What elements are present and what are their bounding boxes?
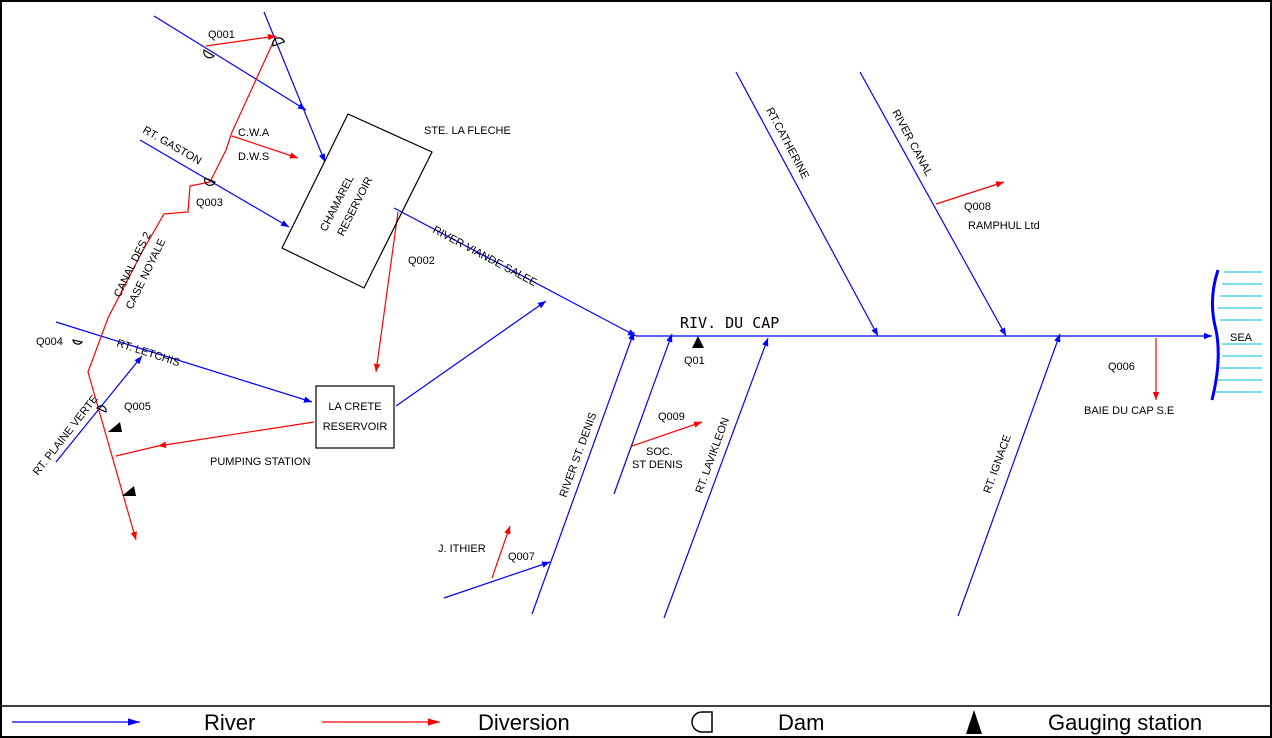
- label-q008: Q008: [964, 201, 991, 213]
- river-ignace: [957, 333, 1061, 617]
- label-q001: Q001: [208, 29, 235, 41]
- label-q004: Q004: [36, 336, 63, 348]
- label-q007: Q007: [508, 551, 535, 563]
- label-lavikleon: RT. LAVIKLEON: [694, 416, 733, 495]
- label-ignace: RT. IGNACE: [982, 433, 1014, 495]
- label-ramphul: RAMPHUL Ltd: [968, 220, 1040, 232]
- gauging-station-icon: [692, 336, 704, 348]
- dam-icon: [204, 177, 216, 186]
- legend-gauging-label: Gauging station: [1048, 710, 1202, 735]
- label-st-denis: ST DENIS: [632, 459, 683, 471]
- gauging-station-icon: [966, 710, 982, 734]
- label-q01: Q01: [684, 355, 705, 367]
- river-upper-inflow-2: [263, 11, 326, 163]
- sea-hatching: [1216, 271, 1262, 393]
- river-viande-salee: [393, 207, 637, 337]
- legend: River Diversion Dam Gauging station: [2, 705, 1270, 735]
- diversion-pumping-tail: [115, 445, 159, 457]
- diversion-q007: [491, 525, 511, 579]
- legend-dam-label: Dam: [778, 710, 824, 735]
- label-letchis: RT. LETCHIS: [115, 337, 181, 369]
- diversion-q001: [205, 33, 277, 47]
- label-pumping-station: PUMPING STATION: [210, 456, 310, 468]
- diversion-cwa-dws: [231, 135, 299, 159]
- dam-icon: [96, 405, 107, 413]
- river-labels: RT. GASTON RIVER VIANDE SALEE RT. LETCHI…: [31, 106, 1014, 499]
- diversions: [87, 33, 1160, 579]
- dam-icon: [72, 339, 84, 345]
- diversion-q009: [631, 421, 703, 447]
- label-q009: Q009: [658, 411, 685, 423]
- coastline: [1210, 269, 1220, 401]
- dam-icon: [691, 711, 713, 733]
- rivers: [55, 11, 1212, 619]
- label-soc: SOC.: [646, 446, 673, 458]
- label-catherine: RT.CATHERINE: [763, 106, 811, 181]
- label-dws: D.W.S: [238, 151, 269, 163]
- river-catherine: [735, 71, 879, 337]
- label-q005: Q005: [124, 401, 151, 413]
- dams: [72, 37, 286, 413]
- legend-river-label: River: [204, 710, 255, 735]
- river-canal: [859, 71, 1007, 337]
- river-letchis: [55, 321, 313, 403]
- label-riv-du-cap: RIV. DU CAP: [680, 314, 779, 332]
- label-viande-salee: RIVER VIANDE SALEE: [431, 224, 539, 289]
- label-jithier: J. ITHIER: [438, 543, 486, 555]
- river-la-crete-outflow: [395, 300, 547, 407]
- labels: Q001 C.W.A D.W.S STE. LA FLECHE Q003 Q00…: [36, 29, 1174, 563]
- canal-des-2-case-noyale: [87, 35, 277, 541]
- label-plaine-verte: RT. PLAINE VERTE: [31, 393, 101, 478]
- legend-diversion-label: Diversion: [478, 710, 570, 735]
- label-cwa: C.W.A: [238, 127, 270, 139]
- river-upper-inflow: [153, 15, 307, 111]
- dam-icon: [272, 37, 286, 47]
- gauging-stations: [108, 336, 704, 496]
- label-q003: Q003: [196, 197, 223, 209]
- diversion-q008: [935, 181, 1005, 205]
- label-q006: Q006: [1108, 361, 1135, 373]
- diversion-pumping: [157, 421, 315, 448]
- river-st-denis: [531, 331, 635, 615]
- label-q002: Q002: [408, 255, 435, 267]
- gauging-station-icon: [108, 422, 122, 432]
- la-crete-reservoir: LA CRETE RESERVOIR: [315, 385, 395, 449]
- lacrete-line2: RESERVOIR: [323, 421, 388, 433]
- diversion-q002: [373, 211, 399, 373]
- label-baie-du-cap: BAIE DU CAP S.E: [1084, 405, 1174, 417]
- gauging-station-icon: [122, 486, 136, 496]
- river-lavikleon: [663, 337, 769, 619]
- label-river-canal: RIVER CANAL: [889, 108, 934, 178]
- sea-label: SEA: [1230, 332, 1253, 344]
- dam-icon: [203, 49, 215, 59]
- river-ithier: [443, 561, 551, 599]
- label-ste-la-fleche: STE. LA FLECHE: [424, 125, 511, 137]
- sea: SEA: [1210, 269, 1262, 401]
- river-st-denis-branch: [613, 333, 673, 495]
- lacrete-line1: LA CRETE: [328, 401, 381, 413]
